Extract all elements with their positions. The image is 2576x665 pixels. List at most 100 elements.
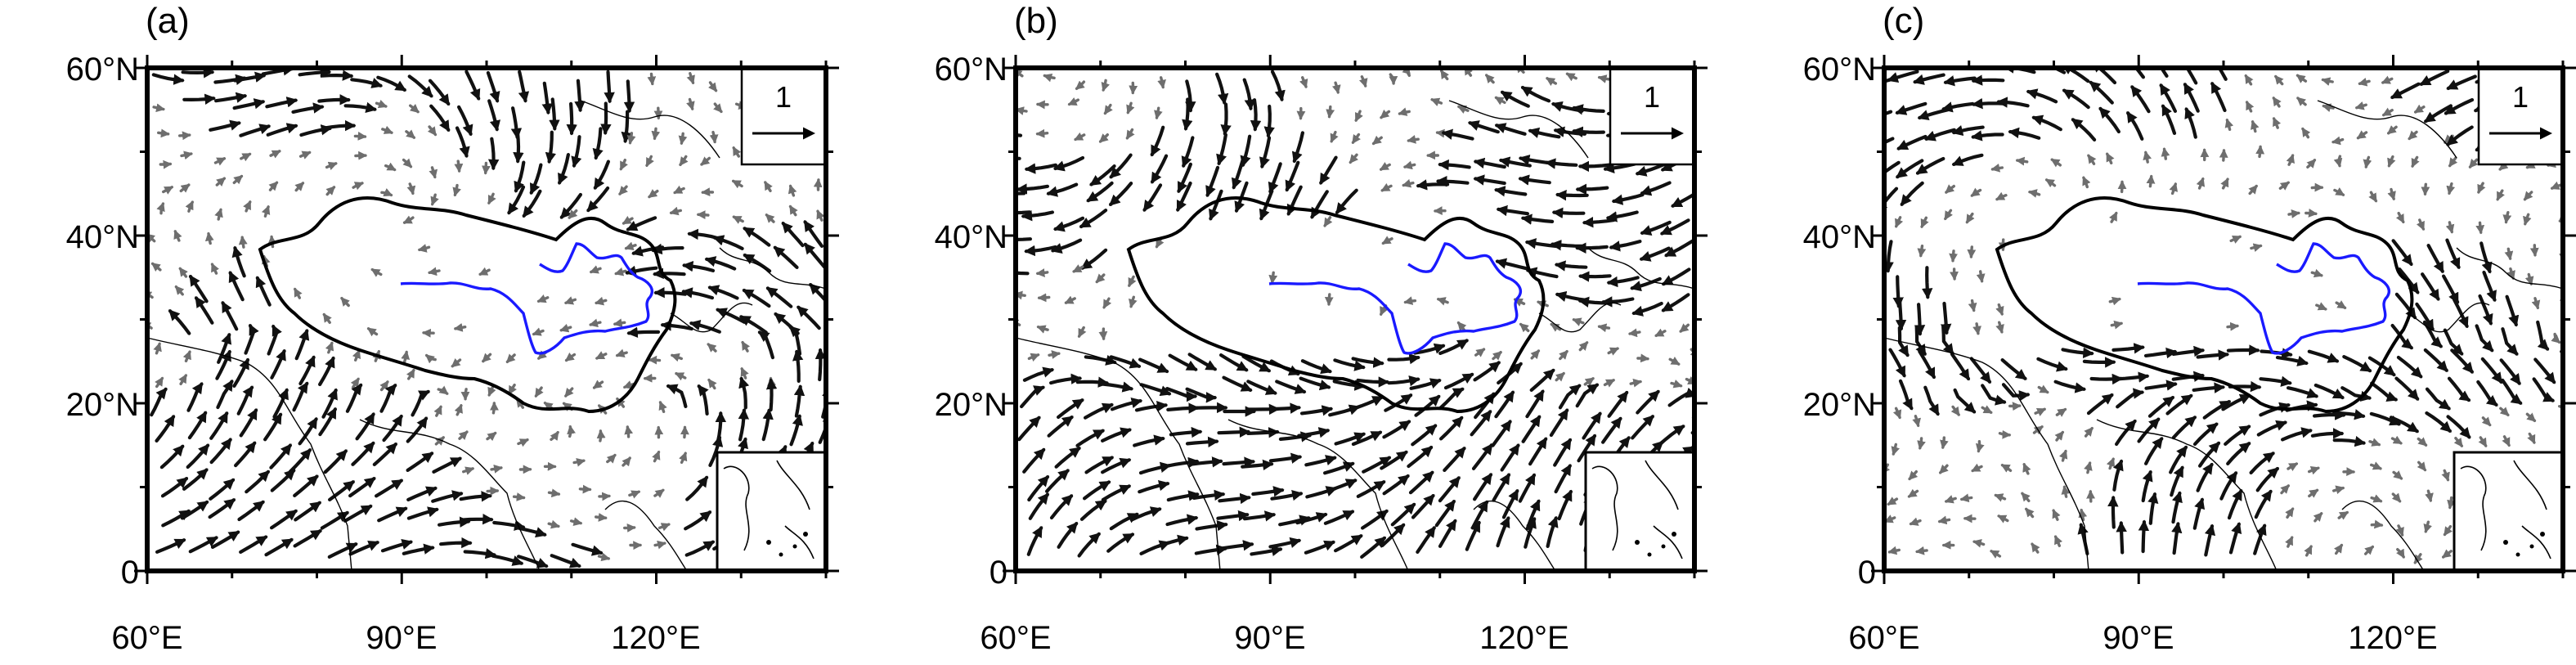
wind-vector bbox=[653, 286, 687, 299]
wind-vector bbox=[679, 155, 689, 167]
wind-vector bbox=[1053, 216, 1085, 232]
wind-vector bbox=[1217, 426, 1251, 438]
wind-vector bbox=[740, 366, 749, 380]
wind-vector bbox=[255, 276, 272, 307]
wind-vector bbox=[2532, 377, 2556, 402]
wind-vector bbox=[571, 542, 604, 556]
wind-vector bbox=[1941, 101, 1975, 113]
wind-vector bbox=[1095, 273, 1106, 284]
wind-vector bbox=[232, 174, 244, 185]
wind-vector bbox=[460, 388, 470, 401]
wind-vector bbox=[2229, 235, 2242, 244]
wind-vector bbox=[628, 490, 641, 499]
river bbox=[2137, 242, 2390, 355]
coastlines bbox=[146, 100, 827, 572]
wind-vector bbox=[2313, 383, 2345, 400]
wind-vector bbox=[1528, 437, 1548, 466]
wind-vector bbox=[2184, 107, 2197, 139]
wind-vector bbox=[1550, 239, 1584, 251]
country-border bbox=[1126, 196, 1546, 414]
wind-vector bbox=[559, 192, 582, 219]
wind-vector bbox=[578, 484, 592, 494]
wind-vector bbox=[294, 287, 303, 299]
wind-vector bbox=[816, 209, 825, 222]
wind-vector bbox=[1611, 193, 1645, 205]
wind-vector bbox=[454, 160, 464, 173]
wind-vector bbox=[1915, 546, 1928, 555]
wind-vector bbox=[2313, 512, 2323, 523]
wind-vector bbox=[1430, 97, 1443, 106]
wind-vector bbox=[1351, 357, 1384, 368]
wind-vector bbox=[1323, 461, 1355, 475]
wind-vector bbox=[343, 101, 377, 113]
wind-vector bbox=[567, 425, 576, 438]
wind-vector bbox=[294, 501, 321, 522]
wind-vector bbox=[2308, 466, 2320, 475]
wind-vector bbox=[321, 388, 338, 419]
wind-vector bbox=[1939, 464, 1949, 474]
wind-vector bbox=[1215, 72, 1229, 106]
wind-vector bbox=[757, 330, 774, 360]
wind-vector bbox=[1917, 245, 1927, 258]
wind-vector bbox=[2226, 344, 2260, 356]
wind-vector bbox=[2310, 428, 2345, 439]
wind-vector bbox=[1525, 267, 1559, 279]
wind-vector bbox=[2287, 386, 2319, 399]
wind-vector bbox=[707, 81, 718, 92]
wind-vector bbox=[2413, 104, 2426, 114]
wind-vector bbox=[2306, 159, 2317, 168]
wind-vector bbox=[2368, 191, 2378, 203]
wind-vector bbox=[1699, 541, 1704, 550]
wind-vector bbox=[2285, 507, 2295, 519]
wind-vector bbox=[2417, 437, 2428, 447]
wind-vector bbox=[1332, 380, 1366, 391]
wind-vector bbox=[1098, 327, 1108, 341]
wind-vector bbox=[1485, 74, 1495, 84]
wind-vector bbox=[1022, 366, 1055, 382]
wind-vector bbox=[2550, 181, 2563, 190]
wind-vector bbox=[1150, 125, 1165, 157]
wind-vector bbox=[1263, 104, 1275, 138]
wind-vector bbox=[179, 183, 191, 193]
wind-vector bbox=[454, 403, 463, 416]
wind-vector bbox=[1268, 402, 1302, 414]
wind-vector bbox=[2089, 373, 2124, 385]
wind-vector bbox=[743, 253, 772, 273]
wind-vector bbox=[712, 235, 744, 250]
wind-vector bbox=[452, 183, 461, 197]
wind-vector bbox=[803, 220, 824, 248]
wind-vector bbox=[486, 486, 500, 496]
wind-vector bbox=[2116, 520, 2127, 555]
wind-vector bbox=[2387, 155, 2396, 168]
wind-vector bbox=[237, 500, 265, 522]
wind-vector bbox=[1216, 133, 1227, 166]
wind-vector bbox=[458, 430, 469, 441]
wind-vector bbox=[1101, 79, 1111, 92]
wind-vector bbox=[2091, 68, 2117, 85]
wind-vector bbox=[589, 318, 602, 328]
wind-vector bbox=[463, 548, 497, 559]
wind-vector bbox=[1106, 532, 1135, 553]
wind-vector bbox=[622, 380, 635, 389]
wind-vector bbox=[1575, 383, 1600, 408]
wind-vector bbox=[1139, 383, 1172, 397]
wind-vector bbox=[2255, 466, 2279, 492]
wind-vector bbox=[2501, 378, 2523, 405]
wind-vector bbox=[1402, 160, 1416, 170]
wind-vector bbox=[2304, 209, 2318, 218]
wind-vector bbox=[1661, 293, 1690, 312]
wind-vector bbox=[622, 456, 631, 467]
wind-vector bbox=[2109, 211, 2118, 223]
wind-vector bbox=[1150, 154, 1169, 184]
wind-vector bbox=[788, 204, 798, 217]
wind-vector bbox=[1970, 187, 1982, 197]
wind-vector bbox=[675, 372, 687, 381]
wind-vector bbox=[670, 353, 683, 362]
wind-vector bbox=[1251, 486, 1285, 497]
wind-vector bbox=[464, 70, 481, 101]
wind-vector bbox=[2531, 297, 2541, 310]
wind-vector bbox=[653, 540, 666, 550]
wind-vector bbox=[1887, 70, 1919, 83]
wind-vector bbox=[487, 192, 496, 205]
wind-vector bbox=[1582, 411, 1602, 440]
